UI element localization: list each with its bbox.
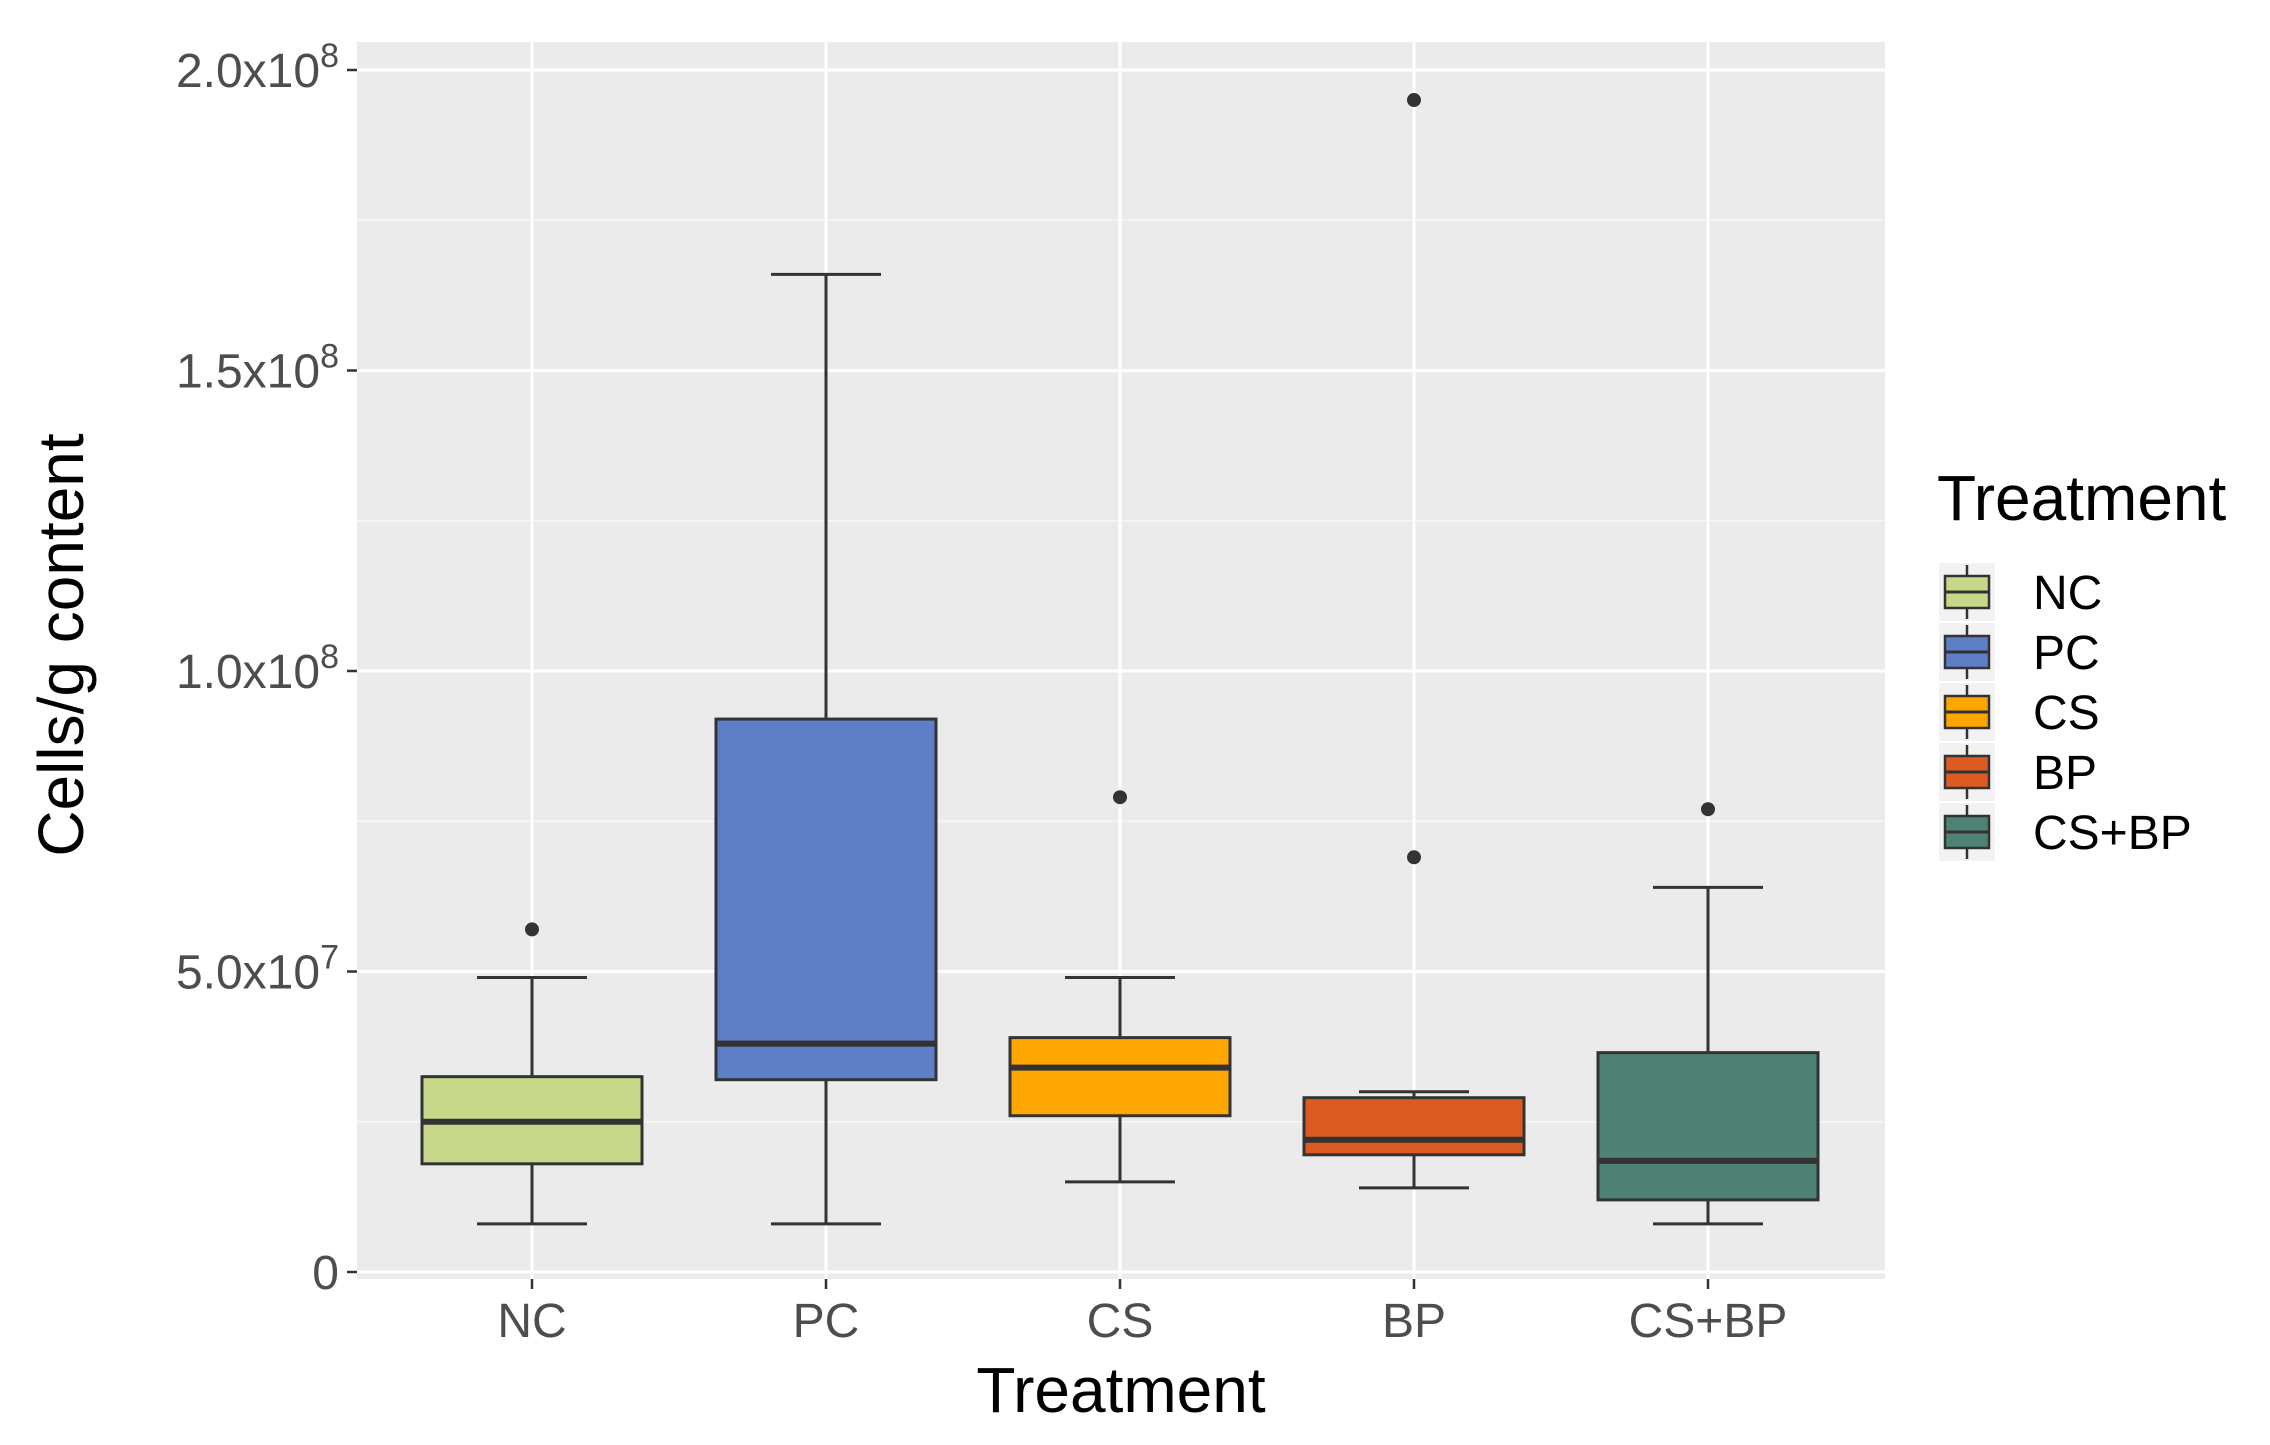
- x-tick-label: BP: [1382, 1295, 1446, 1348]
- y-tick-label: 5.0x107: [176, 939, 339, 1000]
- y-tick-label: 2.0x108: [176, 37, 339, 98]
- legend-label: PC: [2033, 627, 2100, 680]
- box-iqr: [1596, 1051, 1820, 1202]
- outlier-point: [1407, 850, 1421, 865]
- x-axis-title: Treatment: [976, 1354, 1266, 1426]
- x-tick-label: CS+BP: [1629, 1295, 1788, 1348]
- legend-item-cs: CS: [1939, 683, 2100, 741]
- y-axis: 0 5.0x107 1.0x108 1.5x108 2.0x108: [176, 37, 357, 1300]
- legend-label: BP: [2033, 747, 2097, 800]
- outlier-point: [1113, 790, 1127, 805]
- box-pc: [714, 272, 938, 1226]
- box-iqr: [1008, 1036, 1232, 1118]
- legend-item-nc: NC: [1939, 563, 2102, 621]
- box-nc: [420, 922, 644, 1226]
- y-tick-label: 1.5x108: [176, 338, 339, 399]
- legend: Treatment NC PC CS BP CS+BP: [1937, 462, 2227, 861]
- y-axis-title: Cells/g content: [25, 433, 97, 857]
- box-iqr: [714, 717, 938, 1082]
- box-bp: [1302, 93, 1526, 1190]
- x-axis: NC PC CS BP CS+BP: [497, 1279, 1787, 1348]
- x-tick-label: PC: [793, 1295, 860, 1348]
- box-iqr: [1302, 1096, 1526, 1157]
- box-cs-bp: [1596, 802, 1820, 1226]
- y-tick-label: 1.0x108: [176, 638, 339, 699]
- legend-item-pc: PC: [1939, 623, 2100, 681]
- outlier-point: [525, 922, 539, 937]
- outlier-point: [1407, 93, 1421, 108]
- x-tick-label: CS: [1087, 1295, 1154, 1348]
- boxes: [420, 93, 1820, 1226]
- legend-item-cs-bp: CS+BP: [1939, 803, 2192, 861]
- box-cs: [1008, 790, 1232, 1184]
- legend-label: CS: [2033, 687, 2100, 740]
- legend-title: Treatment: [1937, 462, 2227, 534]
- legend-item-bp: BP: [1939, 743, 2097, 801]
- legend-label: CS+BP: [2033, 807, 2192, 860]
- legend-label: NC: [2033, 567, 2102, 620]
- outlier-point: [1701, 802, 1715, 817]
- x-tick-label: NC: [497, 1295, 566, 1348]
- y-tick-label: 0: [312, 1247, 339, 1300]
